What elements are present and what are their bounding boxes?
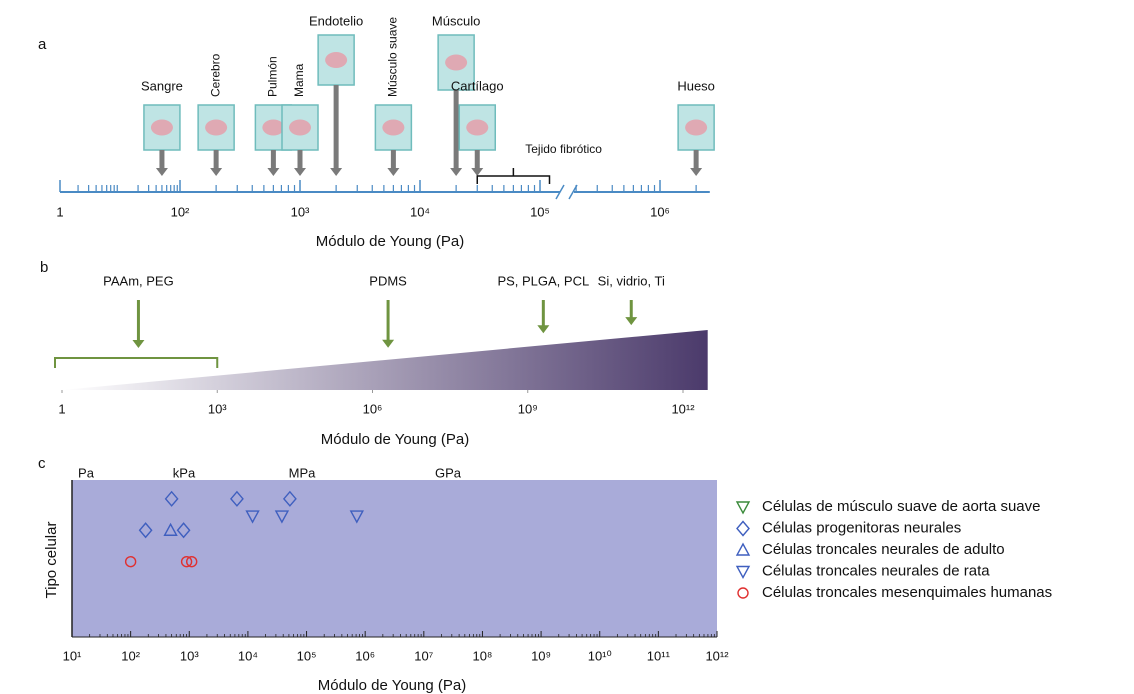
panel-label: b <box>40 259 48 276</box>
x-tick-label: 10⁸ <box>472 648 492 663</box>
x-tick-label: 10⁶ <box>355 648 375 663</box>
tissue-arrow-head <box>330 168 342 176</box>
tissue-arrow-head <box>210 168 222 176</box>
x-tick-label: 10⁶ <box>363 401 383 416</box>
x-axis-label: Módulo de Young (Pa) <box>316 233 464 250</box>
x-tick-label: 10¹² <box>671 401 695 416</box>
tissue-arrow-head <box>387 168 399 176</box>
legend-label: Células troncales neurales de rata <box>762 562 990 579</box>
material-arrow-head <box>625 317 637 325</box>
material-label: PDMS <box>369 273 407 288</box>
tissue-label: Mama <box>292 63 306 97</box>
material-label: Si, vidrio, Ti <box>598 273 665 288</box>
tissue-icon-detail <box>685 120 707 136</box>
x-tick-label: 10⁵ <box>297 648 317 663</box>
legend-marker <box>737 544 749 555</box>
tissue-icon-detail <box>262 120 284 136</box>
material-arrow-head <box>132 340 144 348</box>
tissue-icon-detail <box>289 120 311 136</box>
x-tick-label: 1 <box>58 401 65 416</box>
x-tick-label: 10² <box>121 648 140 663</box>
x-tick-label: 10⁶ <box>650 204 670 219</box>
tissue-arrow-head <box>471 168 483 176</box>
x-tick-label: 10⁴ <box>410 204 430 219</box>
tissue-label: Músculo <box>432 13 480 28</box>
tissue-label: Sangre <box>141 78 183 93</box>
legend-label: Células troncales mesenquimales humanas <box>762 584 1052 601</box>
tissue-icon-detail <box>205 120 227 136</box>
bracket <box>477 168 549 184</box>
tissue-icon-detail <box>445 55 467 71</box>
x-tick-label: 10³ <box>208 401 227 416</box>
tissue-icon-detail <box>382 120 404 136</box>
unit-label: Pa <box>78 465 95 480</box>
tissue-label: Cartílago <box>451 78 504 93</box>
legend-marker <box>737 567 749 578</box>
tissue-label: Músculo suave <box>386 17 400 97</box>
panel-label: a <box>38 36 47 53</box>
x-tick-label: 10³ <box>180 648 199 663</box>
x-axis-label: Módulo de Young (Pa) <box>318 677 466 694</box>
x-tick-label: 10¹² <box>705 648 729 663</box>
unit-label: MPa <box>289 465 317 480</box>
material-arrow-head <box>537 325 549 333</box>
x-tick-label: 10¹¹ <box>647 648 671 663</box>
x-tick-label: 10³ <box>291 204 310 219</box>
unit-label: GPa <box>435 465 462 480</box>
tissue-arrow-head <box>690 168 702 176</box>
x-tick-label: 10⁷ <box>414 648 433 663</box>
x-tick-label: 10⁵ <box>530 204 550 219</box>
range-bracket <box>55 358 217 368</box>
tissue-icon-detail <box>466 120 488 136</box>
tissue-arrow-head <box>450 168 462 176</box>
x-tick-label: 10¹⁰ <box>588 648 612 663</box>
tissue-label: Pulmón <box>266 56 280 97</box>
tissue-label: Cerebro <box>208 53 222 97</box>
material-label: PAAm, PEG <box>103 273 174 288</box>
figure: a Módulo de Young (Pa) b Módulo de Young… <box>0 0 1134 694</box>
x-axis-label: Módulo de Young (Pa) <box>321 431 469 448</box>
tissue-arrow-head <box>267 168 279 176</box>
legend-label: Células progenitoras neurales <box>762 519 961 536</box>
legend-marker <box>738 588 748 598</box>
legend-label: Células troncales neurales de adulto <box>762 541 1005 558</box>
material-arrow-head <box>382 340 394 348</box>
legend-marker <box>737 502 749 513</box>
tissue-icon-detail <box>151 120 173 136</box>
tissue-arrow-head <box>156 168 168 176</box>
material-label: PS, PLGA, PCL <box>497 273 589 288</box>
y-axis-label: Tipo celular <box>43 522 60 599</box>
x-tick-label: 10² <box>171 204 190 219</box>
panel-label: c <box>38 455 46 472</box>
legend-label: Células de músculo suave de aorta suave <box>762 498 1041 515</box>
bracket-label: Tejido fibrótico <box>525 142 602 156</box>
unit-label: kPa <box>173 465 196 480</box>
x-tick-label: 1 <box>56 204 63 219</box>
x-tick-label: 10⁴ <box>238 648 258 663</box>
legend-marker <box>737 522 749 536</box>
tissue-icon-detail <box>325 52 347 68</box>
tissue-label: Hueso <box>677 78 715 93</box>
x-tick-label: 10⁹ <box>531 648 551 663</box>
modulus-wedge <box>62 330 708 390</box>
tissue-arrow-head <box>294 168 306 176</box>
x-tick-label: 10¹ <box>63 648 82 663</box>
x-tick-label: 10⁹ <box>518 401 538 416</box>
tissue-label: Endotelio <box>309 13 363 28</box>
